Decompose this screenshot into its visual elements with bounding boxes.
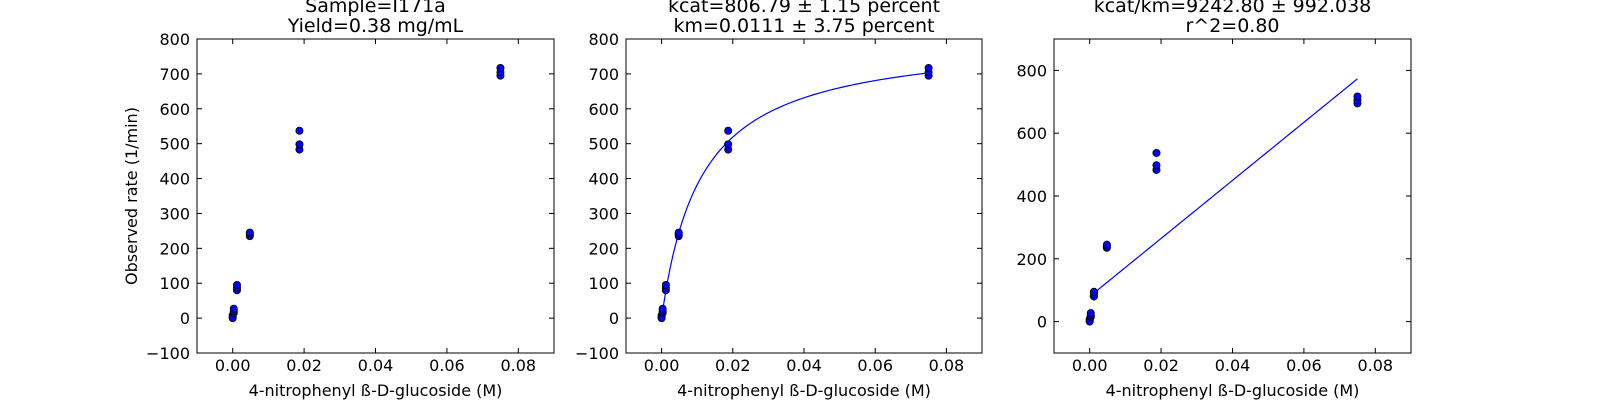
y-tick-label: 0 — [1037, 313, 1047, 332]
y-tick-label: 300 — [588, 204, 619, 223]
x-tick-label: 0.08 — [1357, 356, 1393, 375]
data-point — [229, 304, 238, 313]
y-tick-label: 200 — [588, 239, 619, 258]
data-point — [1086, 309, 1095, 318]
x-tick-label: 0.00 — [215, 356, 251, 375]
y-tick-label: −100 — [146, 344, 190, 363]
y-tick-label: 700 — [159, 65, 190, 84]
data-point — [295, 140, 304, 149]
data-point — [1353, 92, 1362, 101]
fit-line — [1089, 78, 1358, 297]
x-tick-label: 0.04 — [358, 356, 394, 375]
y-tick-label: −100 — [575, 344, 619, 363]
chart-panel-2: 0.00 0.02 0.04 0.06 0.08 −100 0 100 200 300 400 500… — [575, 0, 983, 400]
chart-title-line-1: kcat/km=9242.80 ± 992.038 — [1094, 0, 1372, 17]
data-point — [496, 63, 505, 72]
x-tick-label: 0.00 — [1072, 356, 1108, 375]
data-point — [232, 280, 241, 289]
y-tick-label: 800 — [159, 30, 190, 49]
x-tick-label: 0.06 — [429, 356, 465, 375]
panels: 0.00 0.02 0.04 0.06 0.08 −100 0 100 200 300 400 500… — [122, 0, 1412, 400]
y-tick-label: 700 — [588, 65, 619, 84]
y-tick-label: 400 — [1016, 187, 1047, 206]
y-tick-label: 800 — [1016, 61, 1047, 80]
y-tick-label: 200 — [159, 239, 190, 258]
y-tick-label: 600 — [588, 100, 619, 119]
y-tick-label: 0 — [180, 309, 190, 328]
x-tick-label: 0.02 — [715, 356, 751, 375]
chart-title-line-2: Yield=0.38 mg/mL — [287, 15, 464, 37]
data-point — [1152, 148, 1161, 157]
data-point — [1152, 161, 1161, 170]
y-tick-label: 200 — [1016, 250, 1047, 269]
y-tick-label: 0 — [609, 309, 619, 328]
x-tick-label: 0.00 — [644, 356, 680, 375]
y-tick-label: 800 — [588, 30, 619, 49]
y-tick-label: 400 — [588, 170, 619, 189]
y-tick-label: 300 — [159, 204, 190, 223]
data-point — [661, 280, 670, 289]
y-tick-label: 600 — [159, 100, 190, 119]
data-point — [295, 126, 304, 135]
chart-title-line-1: kcat=806.79 ± 1.15 percent — [668, 0, 940, 17]
x-axis-label: 4-nitrophenyl ß-D-glucoside (M) — [249, 381, 503, 400]
chart-panel-3: 0.00 0.02 0.04 0.06 0.08 0 200 400 600 800 kcat/km… — [1016, 0, 1412, 400]
y-tick-label: 500 — [159, 135, 190, 154]
y-axis-label: Observed rate (1/min) — [122, 107, 141, 285]
x-tick-label: 0.02 — [286, 356, 322, 375]
x-tick-label: 0.06 — [1286, 356, 1322, 375]
x-tick-label: 0.08 — [500, 356, 536, 375]
data-point — [245, 228, 254, 237]
data-point — [658, 304, 667, 313]
data-point — [724, 126, 733, 135]
x-tick-label: 0.02 — [1143, 356, 1179, 375]
x-tick-label: 0.06 — [857, 356, 893, 375]
data-point — [724, 140, 733, 149]
y-tick-label: 100 — [588, 274, 619, 293]
data-point — [674, 228, 683, 237]
y-tick-label: 100 — [159, 274, 190, 293]
x-tick-label: 0.04 — [786, 356, 822, 375]
y-tick-label: 600 — [1016, 124, 1047, 143]
y-tick-label: 400 — [159, 170, 190, 189]
fit-line — [661, 72, 929, 319]
x-tick-label: 0.08 — [929, 356, 965, 375]
chart-title-line-2: km=0.0111 ± 3.75 percent — [673, 15, 934, 37]
x-tick-label: 0.04 — [1215, 356, 1251, 375]
y-tick-label: 500 — [588, 135, 619, 154]
data-point — [924, 63, 933, 72]
chart-title-line-2: r^2=0.80 — [1185, 15, 1279, 37]
x-axis-label: 4-nitrophenyl ß-D-glucoside (M) — [677, 381, 931, 400]
chart-title-line-1: Sample=I171a — [305, 0, 446, 17]
data-point — [1089, 287, 1098, 296]
data-point — [1102, 240, 1111, 249]
chart-panel-1: 0.00 0.02 0.04 0.06 0.08 −100 0 100 200 300 400 500… — [122, 0, 555, 400]
x-axis-label: 4-nitrophenyl ß-D-glucoside (M) — [1106, 381, 1360, 400]
